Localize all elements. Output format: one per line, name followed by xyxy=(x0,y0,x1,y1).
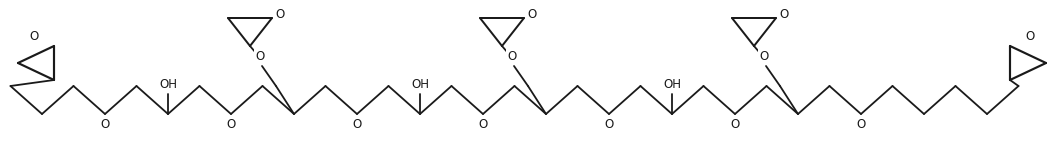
Text: O: O xyxy=(255,50,265,62)
Text: O: O xyxy=(276,8,285,20)
Text: O: O xyxy=(730,118,739,132)
Text: O: O xyxy=(508,50,517,62)
Text: O: O xyxy=(227,118,235,132)
Text: O: O xyxy=(479,118,487,132)
Text: OH: OH xyxy=(159,78,177,92)
Text: OH: OH xyxy=(663,78,681,92)
Text: O: O xyxy=(760,50,768,62)
Text: O: O xyxy=(604,118,614,132)
Text: O: O xyxy=(100,118,110,132)
Text: O: O xyxy=(528,8,536,20)
Text: OH: OH xyxy=(411,78,429,92)
Text: O: O xyxy=(857,118,866,132)
Text: O: O xyxy=(1026,30,1034,43)
Text: O: O xyxy=(30,30,38,43)
Text: O: O xyxy=(352,118,362,132)
Text: O: O xyxy=(779,8,788,20)
